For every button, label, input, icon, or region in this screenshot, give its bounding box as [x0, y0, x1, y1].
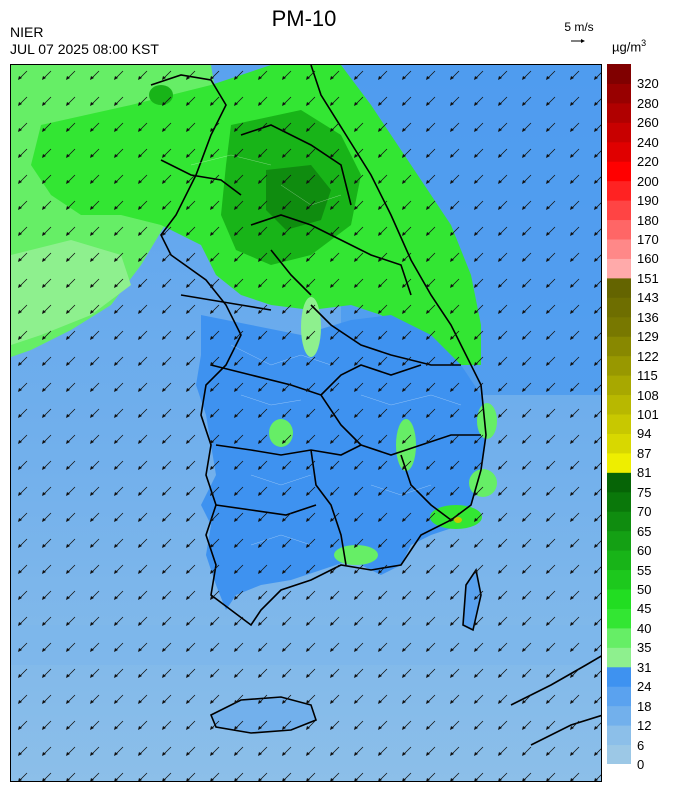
- legend-label: 240: [637, 134, 659, 150]
- wind-reference-label: 5 m/s: [564, 20, 594, 34]
- legend-label: 70: [637, 504, 652, 520]
- pm10-map: [10, 64, 602, 782]
- legend-label: 101: [637, 407, 659, 422]
- legend-label: 60: [637, 543, 652, 559]
- legend-swatch: [607, 180, 631, 201]
- legend-label: 143: [637, 290, 659, 306]
- agency-label: NIER: [10, 24, 44, 40]
- legend-swatch: [607, 511, 631, 532]
- legend-label: 280: [637, 95, 659, 111]
- legend-swatch: [607, 627, 631, 648]
- legend-swatch: [607, 83, 631, 104]
- legend-swatch: [607, 608, 631, 629]
- legend-swatch: [607, 219, 631, 240]
- color-legend: [607, 64, 631, 764]
- legend-label: 50: [637, 582, 652, 597]
- legend-label: 0: [637, 757, 645, 772]
- legend-swatch: [607, 102, 631, 123]
- legend-label: 55: [637, 562, 652, 578]
- legend-label: 122: [637, 348, 659, 364]
- legend-swatch: [607, 161, 631, 182]
- unit-label: µg/m3: [612, 38, 647, 55]
- legend-label: 108: [637, 387, 659, 403]
- legend-swatch: [607, 472, 631, 493]
- legend-swatch: [607, 686, 631, 707]
- legend-label: 65: [637, 523, 652, 539]
- legend-label: 40: [637, 620, 652, 636]
- legend-label: 320: [637, 76, 659, 92]
- legend-swatch: [607, 452, 631, 473]
- wind-reference-arrow-icon: [571, 39, 585, 43]
- legend-swatch: [607, 258, 631, 279]
- wind-vectors: [11, 65, 601, 781]
- legend-swatch: [607, 705, 631, 726]
- legend-swatch: [607, 666, 631, 687]
- legend-swatch: [607, 277, 631, 298]
- legend-label: 129: [637, 329, 659, 345]
- legend-swatch: [607, 122, 631, 143]
- legend-label: 220: [637, 154, 659, 170]
- legend-label: 18: [637, 698, 652, 714]
- legend-label: 35: [637, 640, 652, 656]
- legend-swatch: [607, 414, 631, 434]
- legend-swatch: [607, 297, 631, 318]
- legend-swatch: [607, 200, 631, 221]
- legend-label: 6: [637, 737, 645, 753]
- legend-label: 170: [637, 232, 659, 247]
- legend-swatch: [607, 316, 631, 337]
- legend-swatch: [607, 394, 631, 415]
- legend-swatch: [607, 569, 631, 590]
- legend-label: 94: [637, 426, 652, 442]
- legend-swatch: [607, 355, 631, 376]
- legend-label: 81: [637, 465, 652, 481]
- legend-label: 160: [637, 251, 659, 267]
- legend-label: 260: [637, 115, 659, 131]
- legend-swatch: [607, 375, 631, 396]
- legend-swatch: [607, 725, 631, 746]
- legend-label: 31: [637, 659, 652, 675]
- legend-swatch: [607, 647, 631, 668]
- legend-label: 12: [637, 718, 652, 734]
- legend-swatch: [607, 336, 631, 357]
- legend-swatch: [607, 491, 631, 512]
- legend-label: 75: [637, 484, 652, 500]
- legend-swatch: [607, 64, 631, 84]
- legend-label: 200: [637, 173, 659, 189]
- legend-label: 115: [637, 368, 658, 384]
- legend-swatch: [607, 433, 631, 454]
- legend-swatch: [607, 239, 631, 259]
- legend-label: 87: [637, 445, 652, 461]
- legend-swatch: [607, 744, 631, 764]
- legend-label: 190: [637, 193, 659, 209]
- legend-swatch: [607, 550, 631, 571]
- map-canvas: [11, 65, 601, 781]
- timestamp-label: JUL 07 2025 08:00 KST: [10, 41, 159, 57]
- legend-label: 24: [637, 679, 652, 695]
- legend-swatch: [607, 141, 631, 162]
- legend-swatch: [607, 530, 631, 551]
- legend-swatch: [607, 589, 631, 609]
- legend-label: 180: [637, 212, 659, 228]
- legend-label: 136: [637, 309, 659, 325]
- legend-label: 151: [637, 270, 659, 286]
- legend-label: 45: [637, 601, 652, 617]
- map-title: PM-10: [271, 6, 337, 31]
